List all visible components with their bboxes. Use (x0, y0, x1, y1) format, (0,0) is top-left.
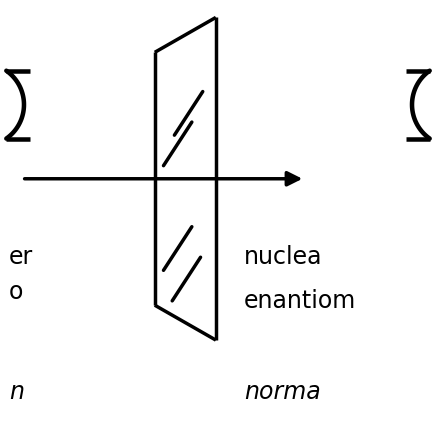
Text: o: o (9, 280, 23, 304)
Text: enantiom: enantiom (244, 289, 356, 313)
Text: norma: norma (244, 380, 321, 405)
Text: n: n (9, 380, 24, 405)
Text: nuclea: nuclea (244, 245, 323, 269)
Text: er: er (9, 245, 33, 269)
